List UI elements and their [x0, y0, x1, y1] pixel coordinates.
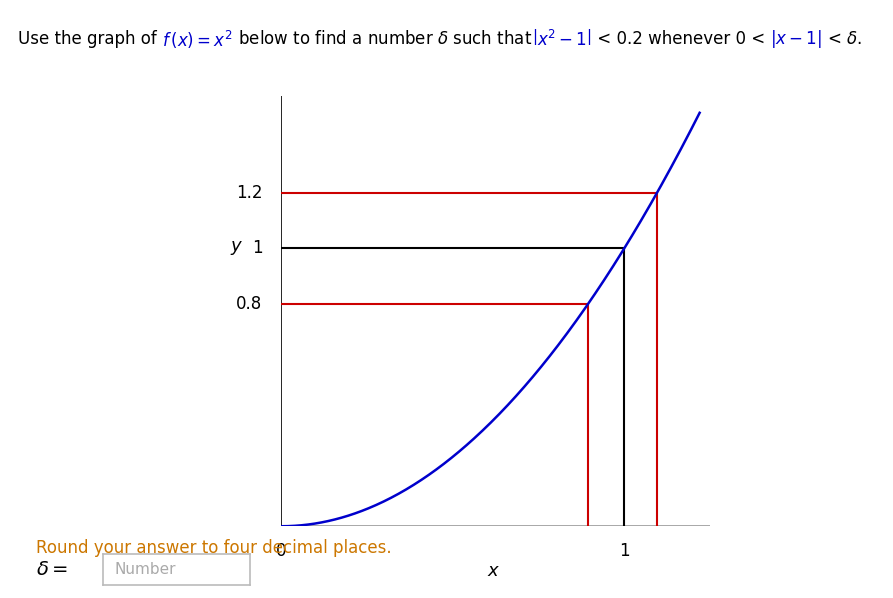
- Text: Round your answer to four decimal places.: Round your answer to four decimal places…: [36, 539, 391, 557]
- Text: $f\,(x) = x^2$: $f\,(x) = x^2$: [162, 29, 232, 50]
- Text: Use the graph of: Use the graph of: [18, 30, 162, 48]
- Text: < 0.2 whenever 0 <: < 0.2 whenever 0 <: [592, 30, 771, 48]
- Text: 0.8: 0.8: [236, 295, 263, 313]
- Text: $\left|x^2 - 1\right|$: $\left|x^2 - 1\right|$: [532, 29, 592, 50]
- Text: 1: 1: [619, 542, 630, 560]
- Text: Number: Number: [114, 562, 176, 577]
- Text: $y$: $y$: [230, 239, 244, 258]
- Text: 0: 0: [276, 542, 287, 560]
- Text: below to find a number $\delta$ such that: below to find a number $\delta$ such tha…: [232, 30, 532, 48]
- Text: < $\delta$.: < $\delta$.: [822, 30, 863, 48]
- Text: $\delta = $: $\delta = $: [36, 560, 68, 579]
- Text: 1.2: 1.2: [236, 184, 263, 202]
- Text: $|x - 1|$: $|x - 1|$: [771, 29, 822, 50]
- Text: $x$: $x$: [488, 562, 501, 580]
- Text: 1: 1: [252, 239, 263, 258]
